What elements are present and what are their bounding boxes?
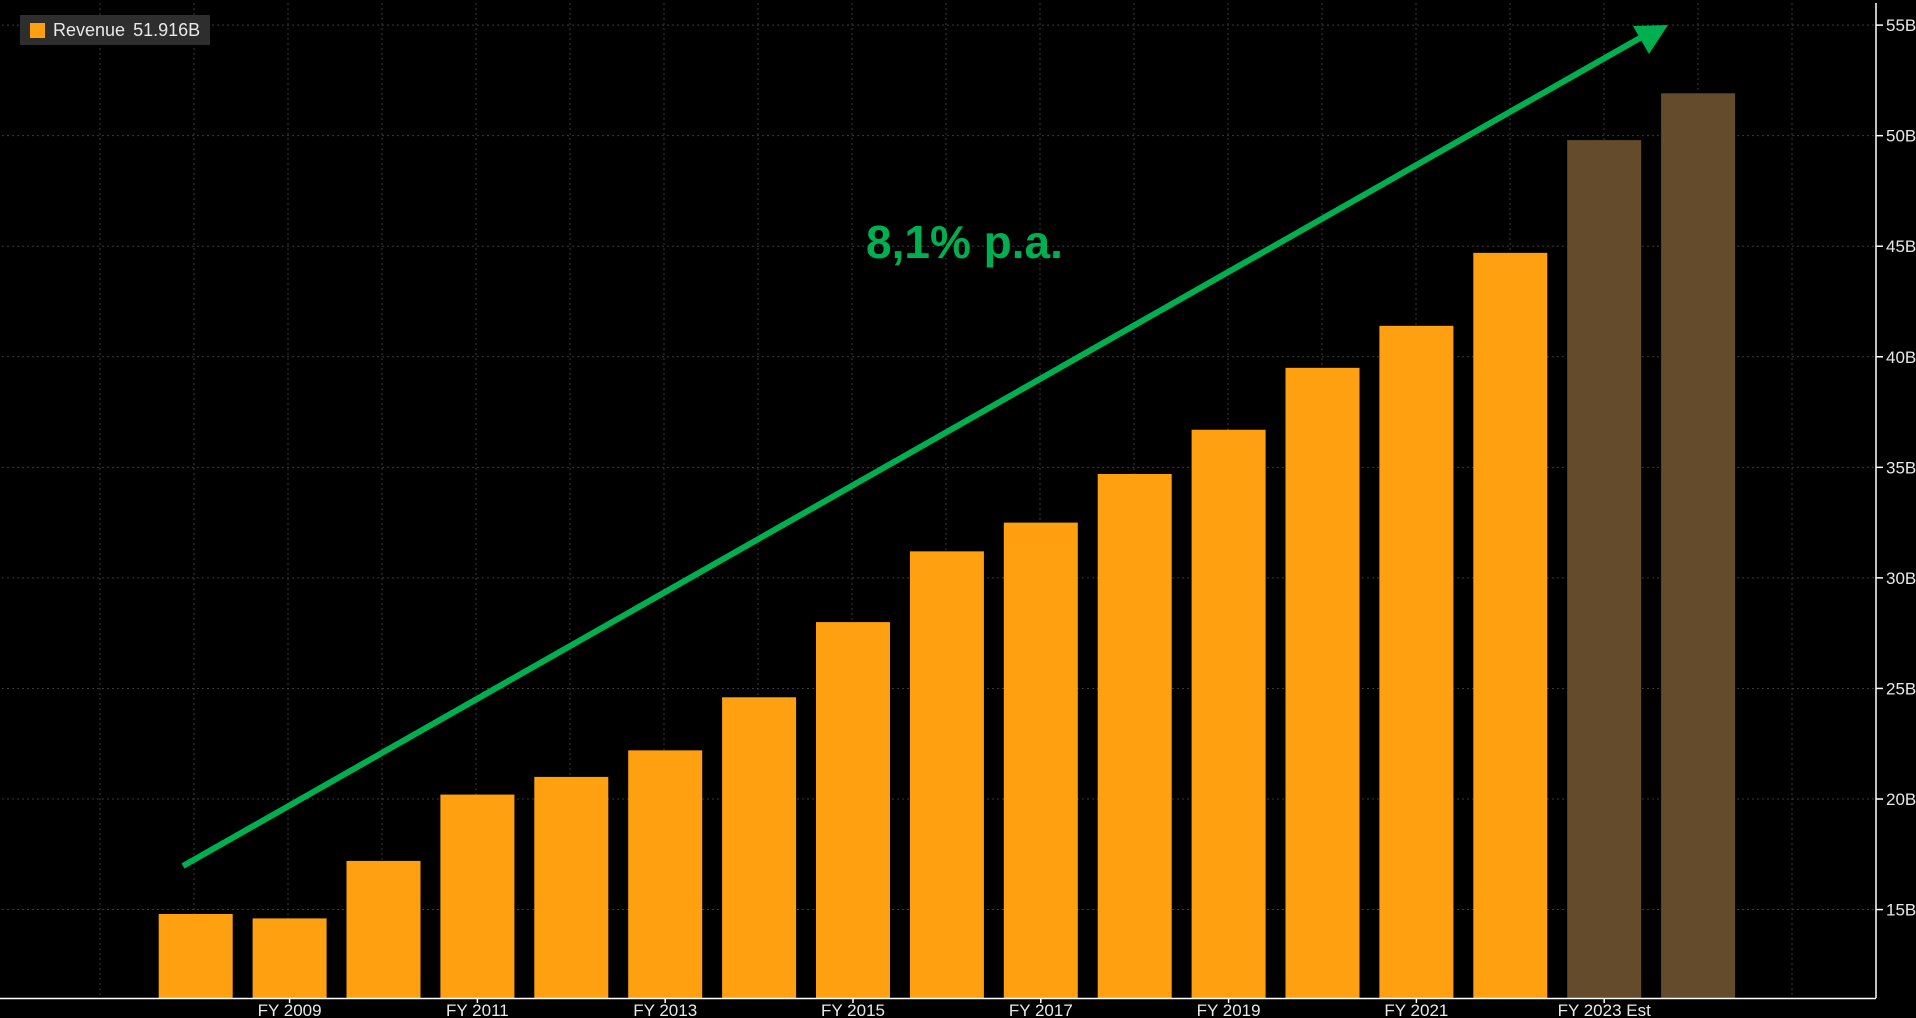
bar <box>722 697 797 998</box>
x-tick-label: FY 2021 <box>1384 1001 1448 1018</box>
legend-label: Revenue <box>53 19 126 40</box>
x-tick-label: FY 2019 <box>1197 1001 1261 1018</box>
bar <box>1285 367 1360 998</box>
x-tick-label: FY 2017 <box>1009 1001 1073 1018</box>
x-tick-label: FY 2013 <box>633 1001 697 1018</box>
bar <box>158 913 233 998</box>
y-tick-label: 40B <box>1886 348 1916 367</box>
bar <box>1191 429 1266 998</box>
bar <box>1473 252 1548 998</box>
legend: Revenue 51.916B <box>20 15 211 45</box>
x-tick-label: FY 2015 <box>821 1001 885 1018</box>
y-tick-label: 55B <box>1886 16 1916 35</box>
bar <box>346 860 421 998</box>
bar <box>816 622 890 998</box>
y-tick-label: 45B <box>1886 237 1916 256</box>
bar <box>1379 325 1454 998</box>
x-tick-label: FY 2011 <box>446 1001 509 1018</box>
y-tick-label: 30B <box>1886 569 1916 588</box>
growth-arrow-line <box>181 35 1642 869</box>
y-tick-label: 25B <box>1886 679 1916 698</box>
bar <box>252 918 327 998</box>
y-tick-label: 15B <box>1886 901 1916 920</box>
legend-swatch <box>30 22 45 38</box>
bar <box>1003 522 1078 998</box>
x-tick-label: FY 2023 Est <box>1558 1001 1652 1018</box>
y-tick-label: 35B <box>1886 458 1916 477</box>
bar <box>628 750 703 998</box>
growth-rate-annotation: 8,1% p.a. <box>866 216 1063 268</box>
x-tick-label: FY 2009 <box>258 1001 322 1018</box>
bar <box>1661 93 1736 999</box>
y-tick-label: 50B <box>1886 127 1916 146</box>
growth-arrow-head <box>1633 25 1668 54</box>
bar <box>909 551 984 998</box>
bar <box>1097 473 1172 998</box>
y-tick-label: 20B <box>1886 790 1916 809</box>
bar <box>440 794 515 998</box>
bar <box>534 776 609 998</box>
bar <box>1567 140 1642 999</box>
legend-value: 51.916B <box>133 19 201 40</box>
